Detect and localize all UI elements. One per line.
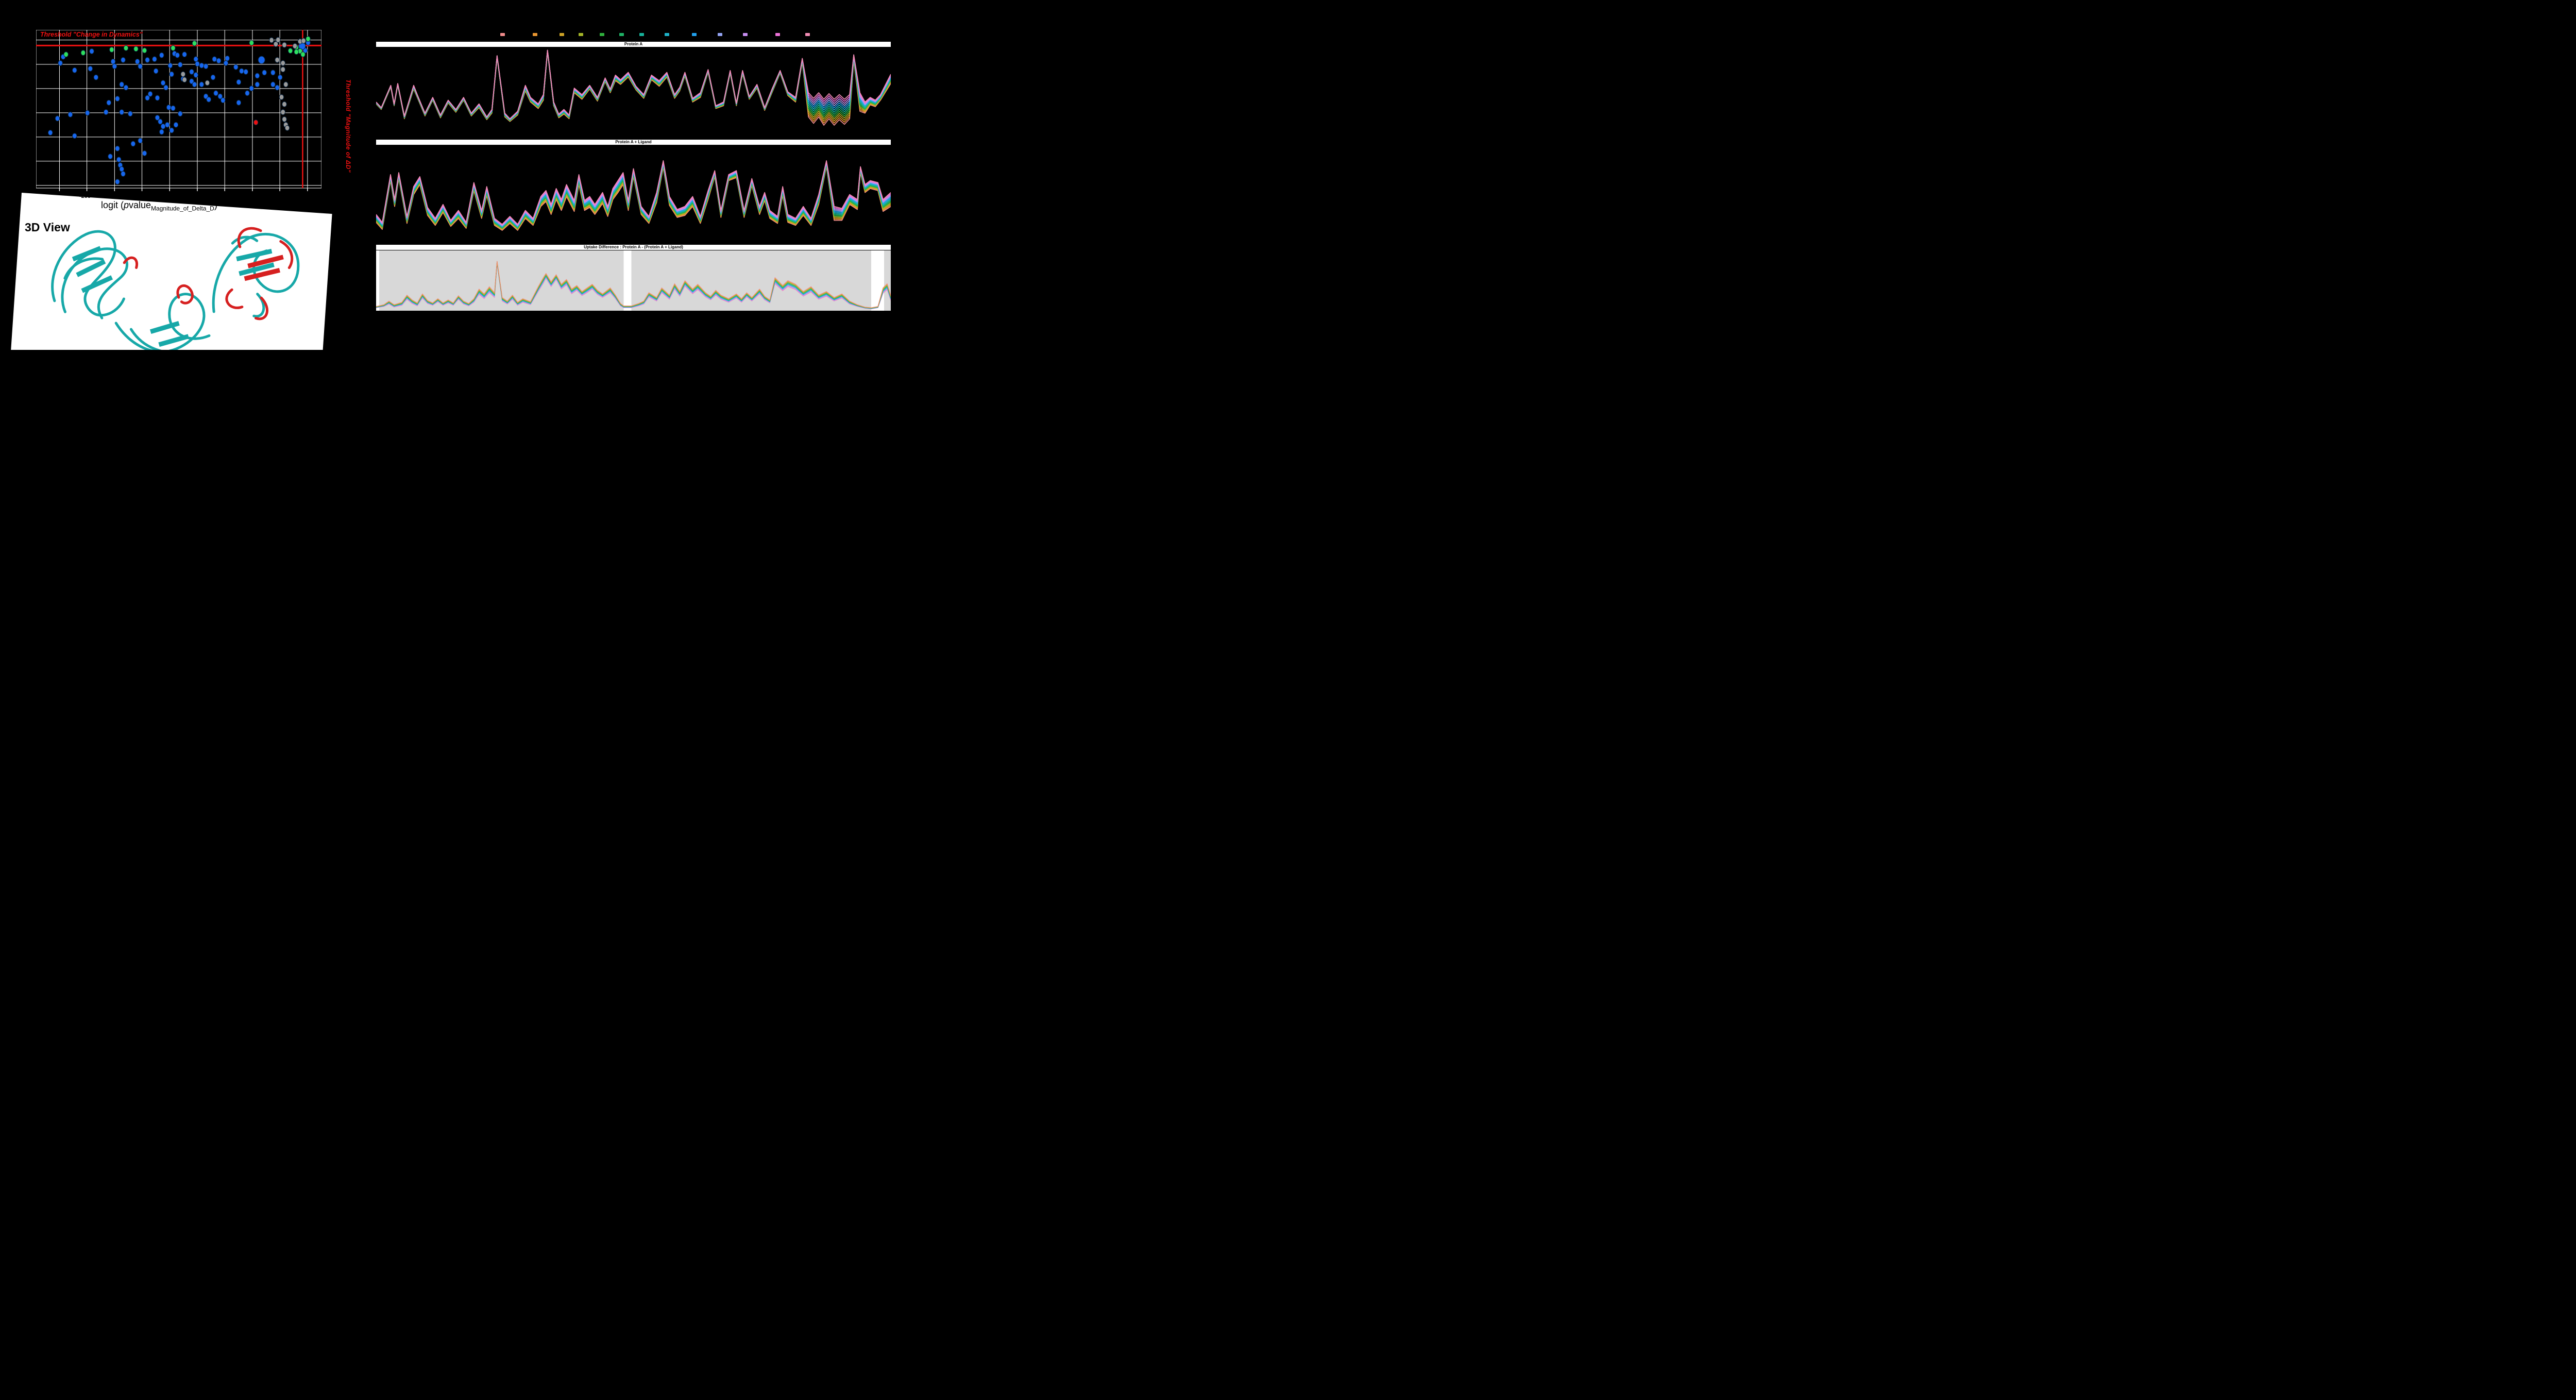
panel-title-protein-a-ligand: Protein A + Ligand [376,140,891,145]
uptake-chart-protein-a[interactable] [376,46,891,139]
x-axis-tick-minus200: -200 [79,193,91,199]
x-axis-tick-minus100: -100 [135,195,152,199]
legend-timepoint-3[interactable] [560,33,564,36]
legend-timepoint-2[interactable] [533,33,537,36]
uptake-lines-svg-0 [376,49,891,126]
panel-title-uptake-difference: Uptake Difference : Protein A - (Protein… [376,245,891,250]
legend-timepoint-9[interactable] [692,33,697,36]
legend-timepoint-12[interactable] [775,33,780,36]
volcano-plot[interactable]: Threshold "Change in Dynamics" Threshold… [36,30,352,193]
legend-timepoint-13[interactable] [805,33,810,36]
3d-view-title: 3D View [25,221,70,234]
legend-timepoint-6[interactable] [619,33,624,36]
3d-view-panel[interactable] [10,193,332,350]
legend-timepoint-5[interactable] [600,33,604,36]
legend-timepoint-1[interactable] [500,33,505,36]
legend-timepoint-11[interactable] [743,33,748,36]
uptake-lines-svg-2 [376,250,891,311]
legend-timepoint-8[interactable] [665,33,669,36]
threshold-change-in-dynamics-label: Threshold "Change in Dynamics" [40,31,143,38]
legend-timepoint-4[interactable] [579,33,583,36]
volcano-scatter-svg[interactable] [36,30,321,193]
timepoint-legend [376,33,891,37]
uptake-lines-svg-1 [376,160,891,231]
legend-timepoint-10[interactable] [718,33,722,36]
legend-timepoint-7[interactable] [639,33,644,36]
protein-ribbon-image [51,227,300,350]
uptake-chart-protein-a-ligand[interactable] [376,145,891,244]
panel-title-protein-a: Protein A [376,42,891,47]
app-canvas: 3D View -200 -100 logit (pvalueMagnitude… [0,0,913,350]
uptake-difference-chart[interactable] [376,250,891,311]
threshold-magnitude-label: Threshold "Magnitude of ΔD" [345,79,352,173]
x-axis-label: logit (pvalueMagnitude_of_Delta_D) [101,200,217,212]
